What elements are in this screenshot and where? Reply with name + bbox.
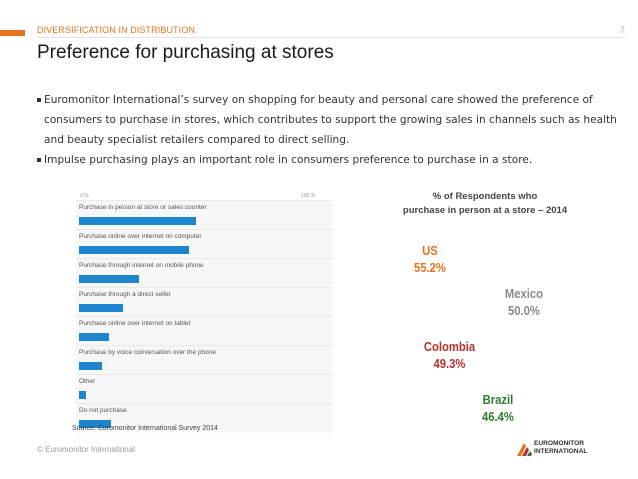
country-value: 50.0% [508,304,540,318]
bar [79,217,197,225]
respondents-title-line1: % of Respondents who [432,191,538,202]
country-mexico: Mexico 50.0% [495,286,553,320]
country-value: 55.2% [414,261,446,275]
country-name: US [422,244,438,258]
bullet-text: Euromonitor International’s survey on sh… [44,94,617,146]
chart-row: Purchase in person at store or sales cou… [76,200,332,230]
country-us: US 55.2% [408,243,453,277]
section-label: DIVERSIFICATION IN DISTRIBUTION [37,25,195,35]
copyright: © Euromonitor International [37,445,135,454]
bullet-square-icon [37,98,41,102]
bar-category-label: Purchase online over internet on compute… [79,233,202,240]
bar-category-label: Other [79,378,96,385]
bar-category-label: Purchase through internet on mobile phon… [79,262,204,269]
chart-row: Other [76,374,332,404]
bar-category-label: Purchase in person at store or sales cou… [79,204,207,211]
bullet-text: Impulse purchasing plays an important ro… [44,154,533,166]
country-name: Brazil [482,393,514,407]
bar [79,391,86,399]
chart-row: Purchase online over internet on tablet [76,316,332,346]
country-value: 49.3% [433,357,466,371]
bar [79,246,190,254]
bar [79,420,112,428]
chart-source: Source: Euromonitor International Survey… [72,425,218,432]
respondents-title: % of Respondents who purchase in person … [380,190,590,218]
chart-row: Purchase through internet on mobile phon… [76,258,332,288]
page-number: 7 [620,25,626,35]
bullet-list: Euromonitor International’s survey on sh… [37,90,627,170]
country-colombia: Colombia 49.3% [416,339,484,373]
header-divider [37,37,627,38]
bar [79,304,123,312]
bullet-square-icon [37,158,41,162]
country-brazil: Brazil 46.4% [471,392,525,426]
page-title: Preference for purchasing at stores [37,42,334,63]
header-accent-bar [0,30,25,36]
euromonitor-logo-icon [517,443,532,456]
country-name: Colombia [423,340,476,354]
bullet-item: Impulse purchasing plays an important ro… [37,150,627,170]
bar [79,362,102,370]
bar-category-label: Do not purchase [79,407,127,414]
bar-category-label: Purchase by voice conversation over the … [79,349,216,356]
chart-row: Purchase through a direct seller [76,287,332,317]
country-value: 46.4% [482,410,514,424]
axis-max-label: 100 % [301,193,316,199]
axis-min-label: 0 % [80,193,89,199]
euromonitor-logo: EUROMONITOR INTERNATIONAL [515,438,617,460]
bar [79,333,109,341]
chart-row: Purchase by voice conversation over the … [76,345,332,375]
bar-category-label: Purchase through a direct seller [79,291,171,298]
bar-category-label: Purchase online over internet on tablet [79,320,191,327]
logo-line2: INTERNATIONAL [534,448,588,455]
respondents-title-line2: purchase in person at a store – 2014 [402,205,568,216]
survey-bar-chart: 0 % 100 % Purchase in person at store or… [72,189,332,433]
chart-row: Do not purchase [76,403,332,433]
logo-line1: EUROMONITOR [534,440,585,447]
chart-row: Purchase online over internet on compute… [76,229,332,259]
bullet-item: Euromonitor International’s survey on sh… [37,90,627,150]
logo-text: EUROMONITOR INTERNATIONAL [534,440,587,456]
bar [79,275,139,283]
country-name: Mexico [504,287,544,301]
